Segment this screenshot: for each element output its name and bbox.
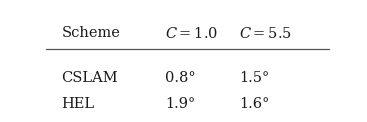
Text: $C = 1.0$: $C = 1.0$ — [165, 26, 219, 41]
Text: 1.5°: 1.5° — [239, 71, 269, 85]
Text: CSLAM: CSLAM — [62, 71, 118, 85]
Text: 1.6°: 1.6° — [239, 97, 270, 111]
Text: Scheme: Scheme — [62, 26, 120, 40]
Text: $C = 5.5$: $C = 5.5$ — [239, 26, 292, 41]
Text: HEL: HEL — [62, 97, 95, 111]
Text: 0.8°: 0.8° — [165, 71, 196, 85]
Text: 1.9°: 1.9° — [165, 97, 196, 111]
